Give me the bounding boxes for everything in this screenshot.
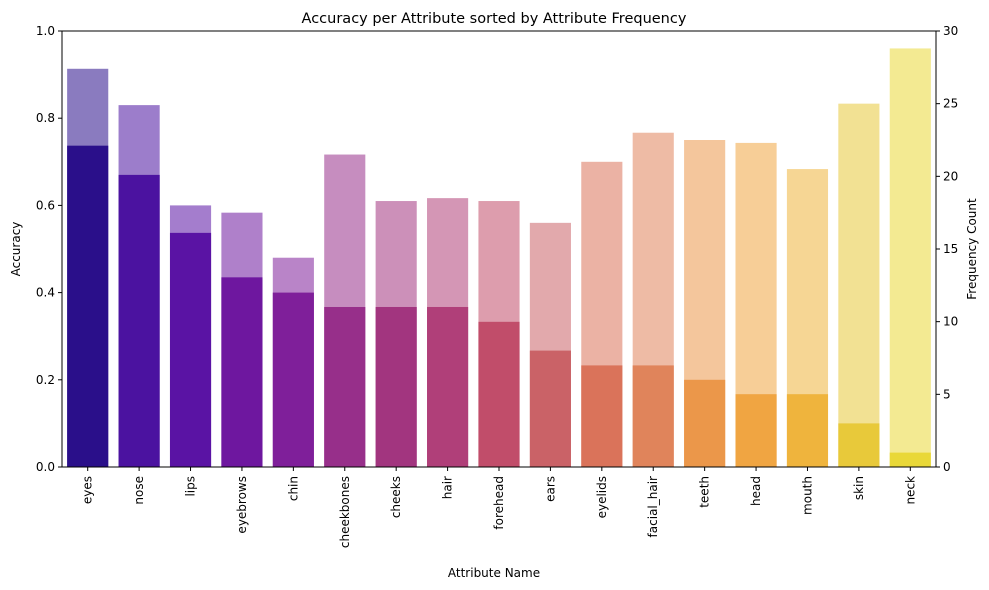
- x-tick-label: lips: [184, 476, 198, 497]
- y2-tick-label: 30: [943, 24, 958, 38]
- x-tick-label: hair: [441, 476, 455, 499]
- x-tick-label: neck: [903, 476, 917, 505]
- accuracy-bar-eyes: [67, 145, 109, 467]
- x-tick-label: eyelids: [595, 476, 609, 518]
- frequency-bar-skin: [838, 103, 880, 468]
- y-tick-label: 0.2: [36, 373, 55, 387]
- y-tick-label: 0.4: [36, 286, 55, 300]
- x-tick-label: forehead: [492, 476, 506, 530]
- y2-tick-label: 15: [943, 242, 958, 256]
- y2-tick-label: 20: [943, 169, 958, 183]
- x-tick-label: teeth: [698, 476, 712, 508]
- x-tick-label: eyes: [81, 476, 95, 504]
- accuracy-bar-mouth: [786, 394, 829, 467]
- accuracy-bar-cheekbones: [324, 306, 366, 467]
- chart-title: Accuracy per Attribute sorted by Attribu…: [302, 11, 687, 27]
- x-tick-label: ears: [543, 476, 557, 502]
- accuracy-bar-ears: [529, 350, 571, 467]
- x-tick-label: cheekbones: [338, 476, 352, 548]
- accuracy-bar-teeth: [684, 379, 726, 467]
- x-tick-label: facial_hair: [646, 476, 660, 537]
- x-tick-label: mouth: [800, 476, 814, 515]
- x-tick-label: skin: [852, 476, 866, 500]
- x-tick-label: nose: [132, 476, 146, 505]
- x-tick-label: eyebrows: [235, 476, 249, 534]
- accuracy-bar-skin: [838, 423, 880, 467]
- y-tick-label: 0.6: [36, 198, 55, 212]
- x-tick-label: cheeks: [389, 476, 403, 518]
- accuracy-bar-eyebrows: [221, 277, 263, 467]
- x-tick-label: chin: [286, 476, 300, 501]
- accuracy-bar-head: [735, 394, 777, 467]
- x-axis: eyes nose lips eyebrows chin cheekbones cheeks…: [81, 467, 917, 548]
- y-axis-right: 0 5 10 15 20 25 30: [936, 24, 958, 474]
- y2-tick-label: 5: [943, 387, 951, 401]
- accuracy-bar-eyelids: [581, 365, 623, 467]
- accuracy-bar-cheeks: [375, 306, 417, 467]
- y2-axis-label: Frequency Count: [965, 198, 979, 300]
- accuracy-bar-neck: [889, 452, 931, 467]
- x-axis-label: Attribute Name: [448, 566, 540, 580]
- y2-tick-label: 10: [943, 315, 958, 329]
- accuracy-bar-lips: [169, 232, 212, 467]
- y2-tick-label: 0: [943, 460, 951, 474]
- frequency-bar-neck: [889, 48, 931, 467]
- y-axis-left: 0.0 0.2 0.4 0.6 0.8 1.0: [36, 24, 62, 474]
- accuracy-bar-forehead: [478, 321, 520, 467]
- accuracy-bar-facial_hair: [632, 365, 674, 467]
- accuracy-bar-nose: [118, 174, 160, 467]
- y-axis-label: Accuracy: [9, 222, 23, 277]
- x-tick-label: head: [749, 476, 763, 506]
- y-tick-label: 1.0: [36, 24, 55, 38]
- y2-tick-label: 25: [943, 97, 958, 111]
- y-tick-label: 0.8: [36, 111, 55, 125]
- accuracy-bars: [67, 145, 931, 467]
- accuracy-bar-hair: [427, 306, 469, 467]
- y-tick-label: 0.0: [36, 460, 55, 474]
- accuracy-bar-chin: [272, 292, 314, 467]
